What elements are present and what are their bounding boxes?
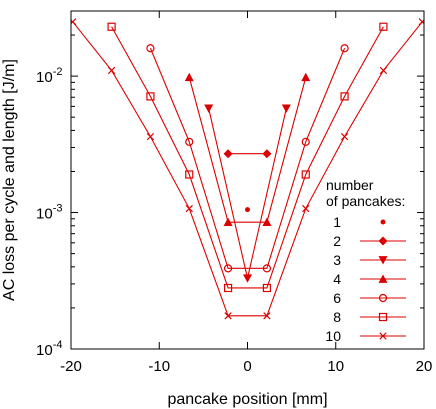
legend-label-10: 10	[325, 328, 341, 344]
legend-label-4: 4	[333, 271, 341, 287]
legend-label-1: 1	[333, 214, 341, 230]
data-point-4	[301, 72, 311, 82]
y-tick-label: 10-4	[36, 339, 62, 359]
series-line-10	[72, 21, 423, 317]
data-point-8	[146, 92, 155, 101]
x-axis-label: pancake position [mm]	[167, 391, 327, 408]
data-point-10	[71, 18, 77, 26]
data-point-10	[185, 204, 193, 213]
legend-marker-8	[378, 312, 388, 322]
data-point-3	[281, 104, 291, 113]
data-point-3	[204, 104, 214, 113]
data-point-8	[379, 22, 388, 31]
data-point-6	[185, 137, 194, 146]
x-tick-label: -20	[60, 358, 82, 375]
legend-marker-1	[380, 219, 386, 225]
data-point-2	[223, 149, 233, 159]
y-axis-label: AC loss per cycle and length [J/m]	[1, 59, 18, 301]
data-point-10	[107, 66, 116, 75]
data-point-10	[146, 132, 155, 141]
data-point-8	[223, 283, 233, 293]
data-point-6	[223, 264, 233, 273]
data-point-10	[302, 204, 310, 213]
legend-marker-10	[379, 332, 387, 340]
data-point-6	[146, 44, 155, 53]
legend-title-line: number	[326, 177, 374, 193]
y-tick-base: 10	[36, 206, 53, 223]
x-tick-label: 10	[327, 358, 344, 375]
data-point-6	[340, 44, 349, 53]
y-tick-base: 10	[36, 69, 53, 86]
legend-marker-2	[378, 236, 388, 246]
data-point-4	[262, 217, 272, 227]
legend-label-2: 2	[333, 233, 341, 249]
y-tick-exponent: -3	[53, 203, 63, 215]
legend-marker-4	[378, 274, 388, 283]
legend-label-8: 8	[333, 309, 341, 325]
data-point-8	[185, 170, 194, 179]
data-point-4	[223, 217, 233, 227]
data-point-4	[184, 72, 194, 82]
series-line-6	[149, 48, 346, 269]
legend-title-line: of pancakes:	[326, 193, 405, 209]
data-point-10	[224, 312, 232, 320]
data-point-10	[379, 66, 388, 75]
data-point-8	[262, 283, 272, 293]
y-tick-exponent: -4	[53, 339, 63, 351]
data-point-3	[243, 274, 252, 283]
x-tick-label: 20	[416, 358, 433, 375]
data-point-6	[301, 137, 310, 146]
data-point-8	[301, 170, 310, 179]
data-point-1	[245, 207, 250, 213]
y-tick-label: 10-3	[36, 203, 62, 223]
legend-label-6: 6	[333, 290, 341, 306]
y-tick-base: 10	[36, 342, 53, 359]
x-tick-label: 0	[243, 358, 251, 375]
y-tick-exponent: -2	[53, 66, 63, 78]
legend-title: number of pancakes:	[326, 177, 405, 209]
data-point-6	[262, 264, 272, 273]
legend-marker-3	[378, 256, 388, 265]
legend-marker-6	[378, 293, 388, 303]
data-point-2	[262, 149, 272, 159]
legend-label-3: 3	[333, 252, 341, 268]
series-line-4	[188, 77, 307, 223]
data-point-8	[107, 22, 116, 31]
x-tick-label: -10	[148, 358, 170, 375]
plot-frame	[70, 10, 425, 350]
data-point-8	[340, 92, 349, 101]
data-point-10	[418, 18, 424, 26]
y-tick-label: 10-2	[36, 66, 62, 86]
data-point-10	[263, 312, 271, 320]
data-point-10	[340, 132, 349, 141]
plot-area	[71, 18, 424, 320]
series-line-8	[111, 26, 384, 289]
